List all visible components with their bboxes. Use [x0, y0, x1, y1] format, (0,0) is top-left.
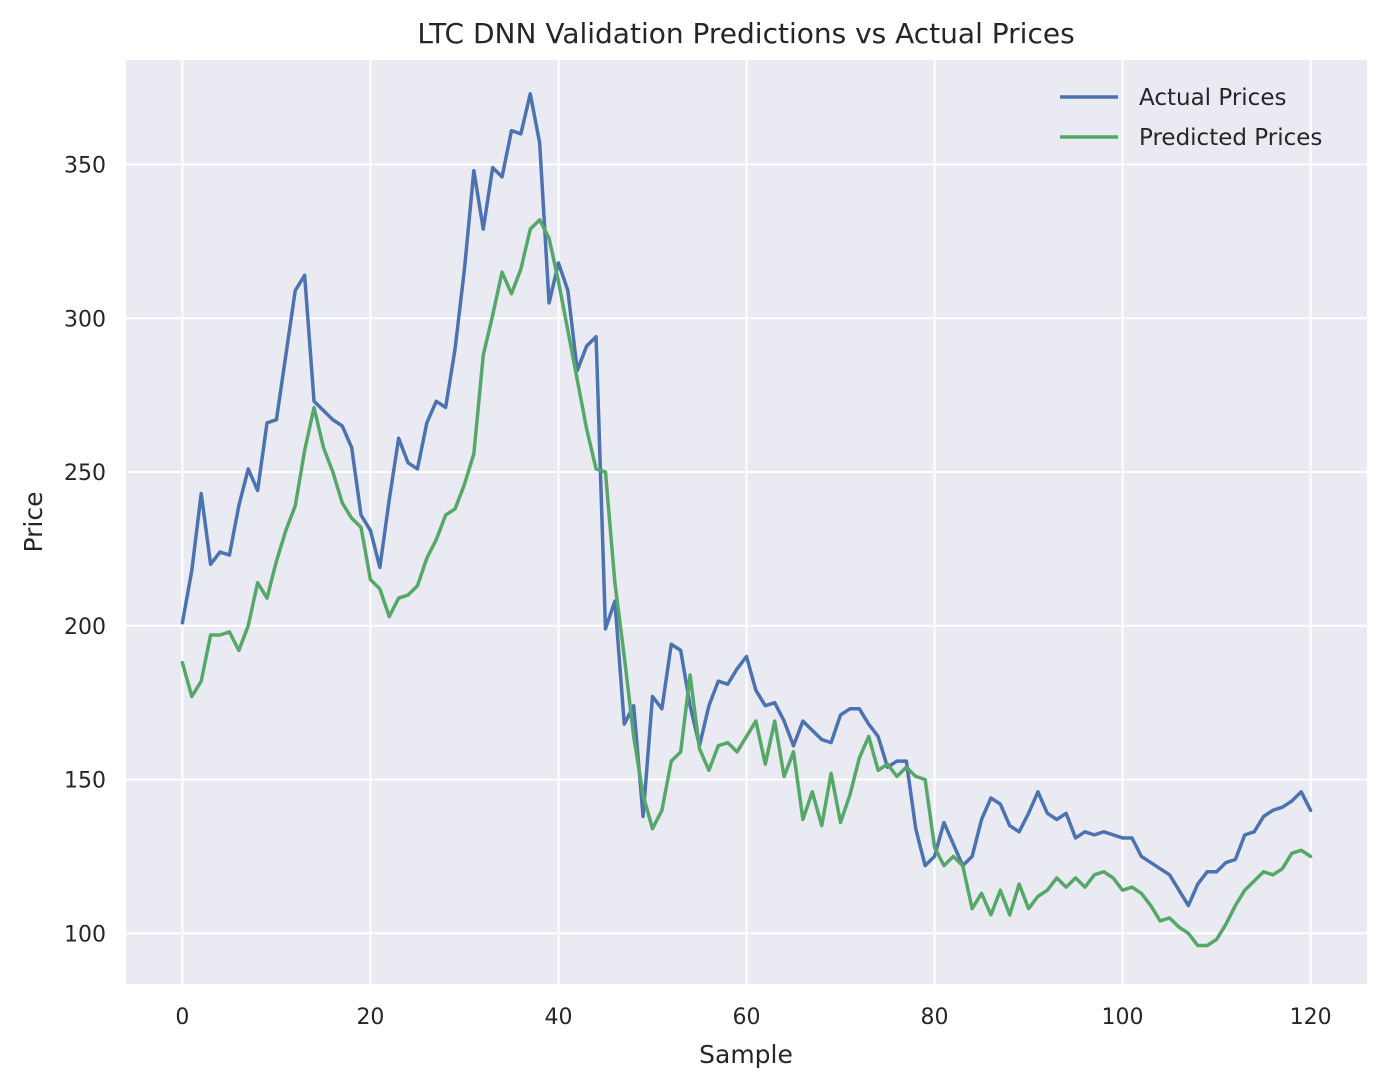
x-axis-label: Sample: [699, 1040, 793, 1069]
series-line-predicted-prices: [180, 218, 1313, 948]
x-tick-label: 100: [1102, 1005, 1144, 1030]
y-tick-label: 200: [64, 615, 106, 640]
x-tick-label: 120: [1290, 1005, 1332, 1030]
series-lines: [180, 92, 1313, 948]
x-tick-label: 60: [733, 1005, 761, 1030]
y-tick-label: 250: [64, 461, 106, 486]
y-tick-label: 150: [64, 769, 106, 794]
x-tick-label: 0: [175, 1005, 189, 1030]
grid-lines: [126, 60, 1367, 984]
legend: Actual Prices Predicted Prices: [1060, 85, 1322, 151]
y-axis-ticks: 100 150 200 250 300 350: [64, 154, 106, 948]
x-axis-ticks: 0 20 40 60 80 100 120: [175, 1005, 1331, 1030]
y-tick-label: 350: [64, 154, 106, 179]
series-line-actual-prices: [180, 92, 1313, 908]
x-tick-label: 40: [544, 1005, 572, 1030]
y-tick-label: 100: [64, 922, 106, 947]
y-axis-label: Price: [19, 492, 48, 553]
y-tick-label: 300: [64, 307, 106, 332]
legend-label-actual-prices: Actual Prices: [1139, 85, 1286, 111]
x-tick-label: 20: [356, 1005, 384, 1030]
legend-label-predicted-prices: Predicted Prices: [1139, 125, 1322, 151]
chart-title: LTC DNN Validation Predictions vs Actual…: [417, 17, 1074, 50]
x-tick-label: 80: [921, 1005, 949, 1030]
